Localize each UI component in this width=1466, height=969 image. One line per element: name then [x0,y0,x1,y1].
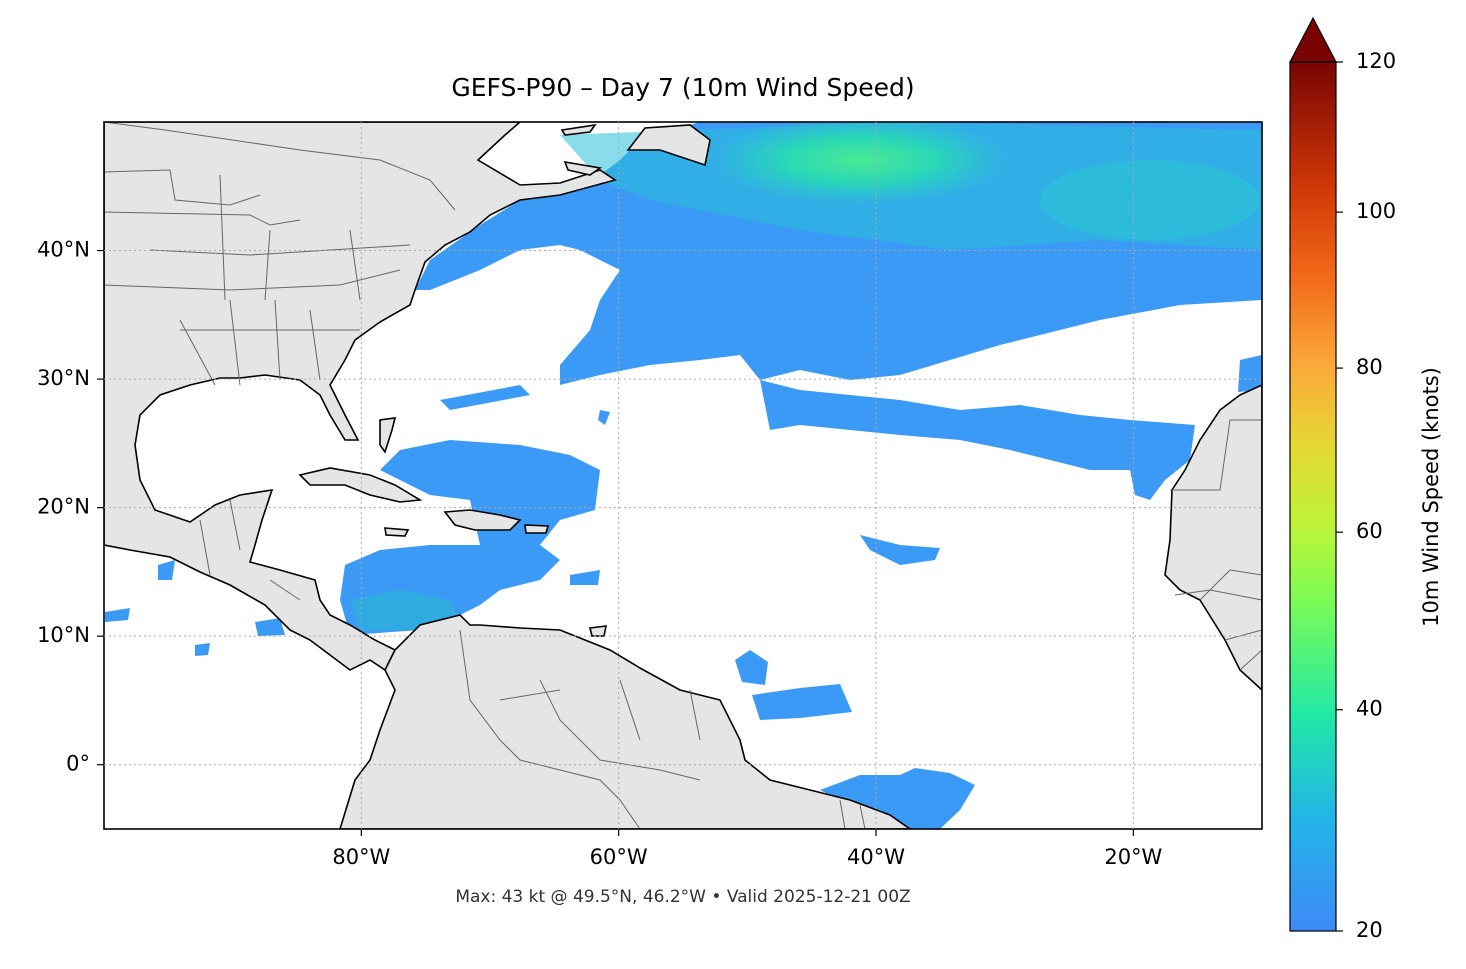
wind-field [105,122,1262,829]
borders [104,122,1262,829]
y-tick-label: 20°N [37,495,90,519]
map [104,122,1262,829]
colorbar-extend [1289,16,1337,63]
colorbar-label: 10m Wind Speed (knots) [1419,367,1443,627]
x-tick-label: 60°W [590,845,648,869]
y-tick-label: 0° [66,752,90,776]
map-frame [103,121,1263,830]
land [104,122,1262,829]
colorbar-gradient [1290,62,1336,931]
x-tick-label: 40°W [847,845,905,869]
colorbar-tick-label: 40 [1356,697,1383,721]
colorbar: 10m Wind Speed (knots) [1289,16,1443,932]
colorbar-tick-label: 60 [1356,519,1383,543]
x-tick-label: 20°W [1104,845,1162,869]
y-tick-label: 40°N [37,238,90,262]
colorbar-tick-label: 100 [1356,199,1396,223]
x-tick-label: 80°W [332,845,390,869]
colorbar-tick-label: 20 [1356,918,1383,942]
colorbar-tick-label: 80 [1356,355,1383,379]
y-tick-label: 30°N [37,366,90,390]
y-tick-label: 10°N [37,623,90,647]
colorbar-frame [1289,61,1337,932]
footer: Max: 43 kt @ 49.5°N, 46.2°W • Valid 2025… [455,887,910,907]
chart-title: GEFS-P90 – Day 7 (10m Wind Speed) [451,73,914,102]
colorbar-tick-label: 120 [1356,49,1396,73]
